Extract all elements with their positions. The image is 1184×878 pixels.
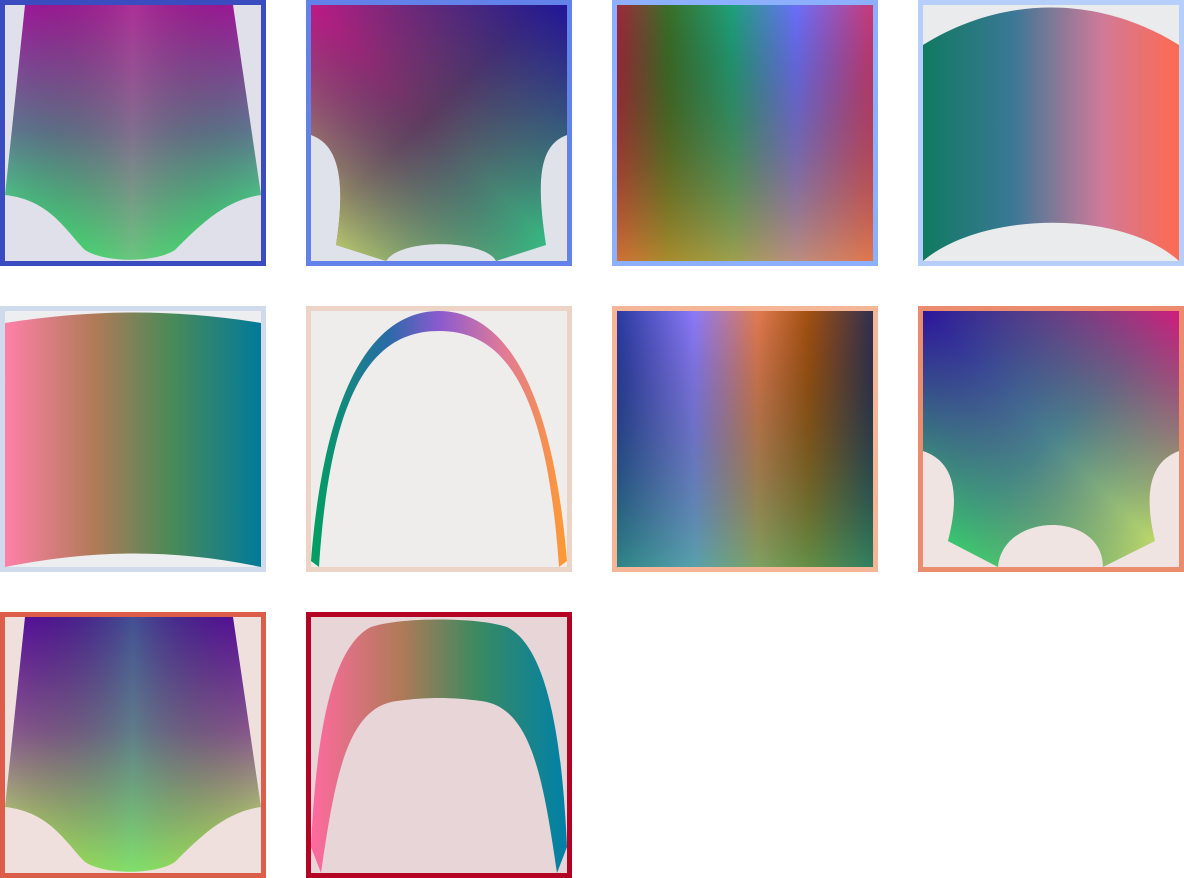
gradient-tile-7 bbox=[612, 306, 878, 572]
gradient-tile-2 bbox=[306, 0, 572, 266]
gradient-tile-6 bbox=[306, 306, 572, 572]
gradient-tile-10 bbox=[306, 612, 572, 878]
gradient-tile-5 bbox=[0, 306, 266, 572]
gradient-tile-3 bbox=[612, 0, 878, 266]
gradient-tile-4-canvas bbox=[923, 5, 1179, 261]
gradient-tile-5-canvas bbox=[5, 311, 261, 567]
gradient-tile-4 bbox=[918, 0, 1184, 266]
gradient-tile-7-canvas bbox=[617, 311, 873, 567]
gradient-tile-10-canvas bbox=[311, 617, 567, 873]
gradient-tile-8-canvas bbox=[923, 311, 1179, 567]
gradient-tile-9 bbox=[0, 612, 266, 878]
gradient-tile-1 bbox=[0, 0, 266, 266]
gradient-tile-8 bbox=[918, 306, 1184, 572]
gradient-tile-6-canvas bbox=[311, 311, 567, 567]
gradient-tile-2-canvas bbox=[311, 5, 567, 261]
gradient-tile-9-canvas bbox=[5, 617, 261, 873]
gradient-tile-1-canvas bbox=[5, 5, 261, 261]
gradient-tile-3-canvas bbox=[617, 5, 873, 261]
